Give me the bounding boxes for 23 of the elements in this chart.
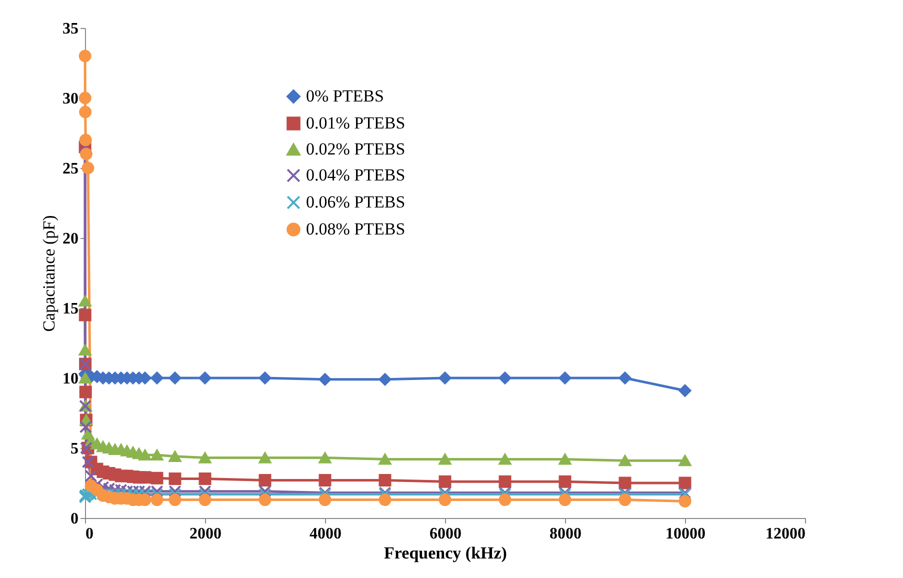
- y-tick-label: 10: [62, 370, 78, 388]
- x-tick-label: 0: [86, 526, 94, 542]
- y-tick-label: 15: [62, 300, 78, 318]
- legend-label: 0% PTEBS: [306, 86, 384, 106]
- y-tick-label: 20: [62, 230, 78, 248]
- x-tick-label: 12000: [766, 526, 806, 542]
- x-tick-label: 4000: [310, 526, 342, 542]
- y-tick-label: 35: [62, 20, 78, 38]
- legend-label: 0.06% PTEBS: [306, 192, 406, 212]
- legend-label: 0.02% PTEBS: [306, 140, 406, 158]
- x-tick-label: 8000: [550, 526, 582, 542]
- y-tick-label: 30: [62, 90, 78, 108]
- y-axis-title: Capacitance (pF): [40, 215, 58, 332]
- x-tick-label: 6000: [430, 526, 462, 542]
- y-tick-label: 0: [70, 510, 78, 528]
- x-tick-label: 10000: [666, 526, 706, 542]
- legend-label: 0.08% PTEBS: [306, 220, 406, 238]
- y-tick-label: 25: [62, 160, 78, 178]
- x-axis-title: Frequency (kHz): [384, 544, 507, 562]
- x-tick-label: 2000: [190, 526, 222, 542]
- legend-label: 0.01% PTEBS: [306, 114, 406, 132]
- y-tick-label: 5: [70, 440, 78, 458]
- legend-label: 0.04% PTEBS: [306, 166, 406, 184]
